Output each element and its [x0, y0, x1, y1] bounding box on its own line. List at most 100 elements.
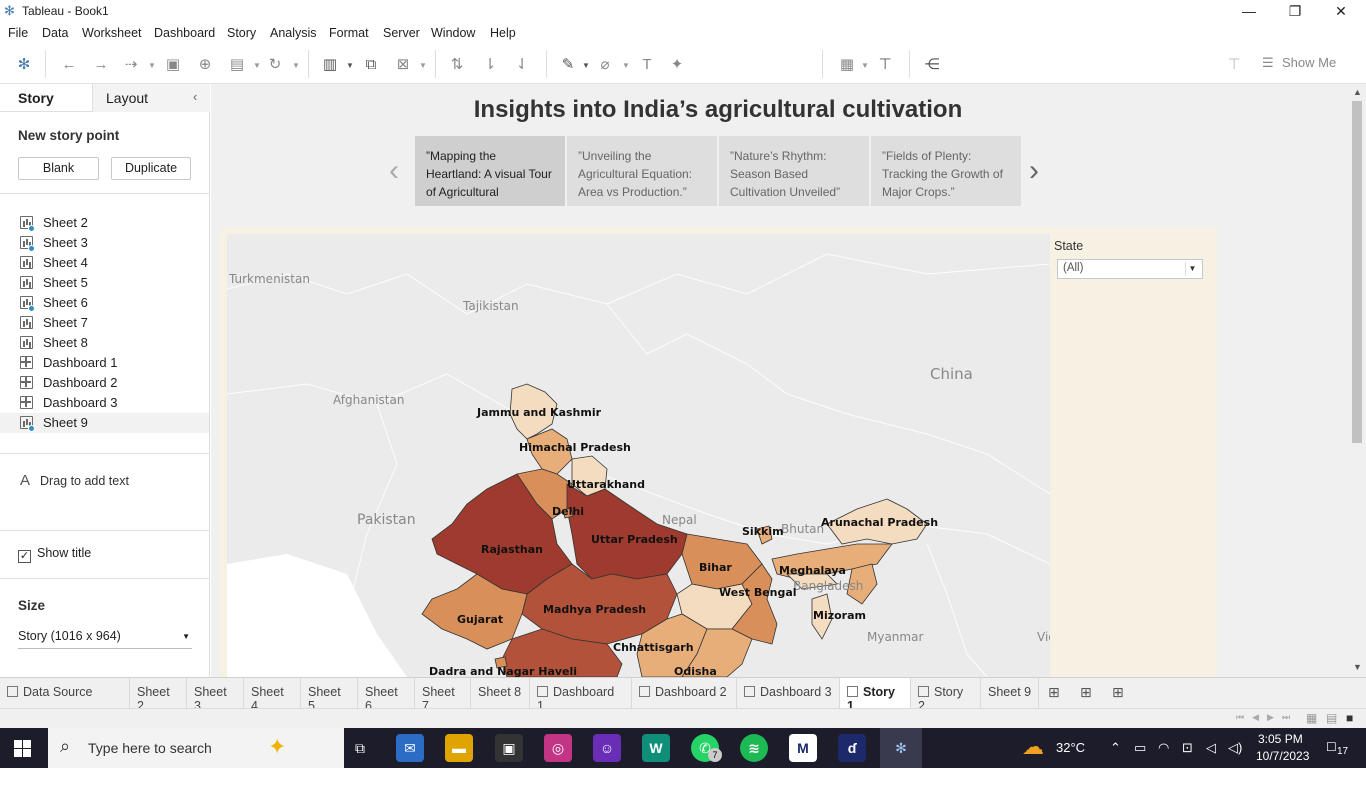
- menu-dashboard[interactable]: Dashboard: [154, 26, 216, 40]
- format-painter-icon[interactable]: ⊤: [1227, 56, 1241, 73]
- clear-sheet-icon[interactable]: ⊠: [396, 56, 410, 73]
- sheet-tab[interactable]: Story 1: [840, 678, 911, 713]
- menu-help[interactable]: Help: [490, 26, 516, 40]
- weather-temp[interactable]: 32°C: [1056, 740, 1086, 755]
- drag-to-add-text[interactable]: A Drag to add text: [20, 472, 129, 489]
- new-worksheet-tab-icon[interactable]: ⊞: [1048, 684, 1060, 700]
- chevron-down-icon[interactable]: ▼: [419, 61, 427, 70]
- sheet-list-item[interactable]: Dashboard 1: [0, 353, 209, 373]
- show-mark-labels-icon[interactable]: T: [642, 55, 652, 73]
- state-arunachal-pradesh[interactable]: [826, 498, 928, 545]
- state-delhi[interactable]: [562, 507, 574, 519]
- chevron-down-icon[interactable]: ▼: [292, 61, 300, 70]
- webtoon-icon[interactable]: W: [642, 734, 670, 762]
- sheet-list-item[interactable]: Sheet 9: [0, 413, 209, 433]
- chevron-down-icon[interactable]: ▼: [253, 61, 261, 70]
- clock-date[interactable]: 10/7/2023: [1256, 749, 1310, 763]
- sheet-list-item[interactable]: Sheet 2: [0, 213, 209, 233]
- blank-button[interactable]: Blank: [18, 157, 99, 180]
- sheet-tab[interactable]: Sheet 6: [358, 678, 415, 713]
- battery-icon[interactable]: ▭: [1134, 740, 1147, 755]
- menu-analysis[interactable]: Analysis: [270, 26, 317, 40]
- sheet-tab[interactable]: Dashboard 1: [530, 678, 632, 713]
- menu-story[interactable]: Story: [227, 26, 257, 40]
- state-manipur-nagaland[interactable]: [846, 563, 878, 605]
- state-himachal-pradesh[interactable]: [526, 428, 573, 475]
- restore-icon[interactable]: ❐: [1288, 3, 1302, 19]
- weather-icon[interactable]: ☁: [1022, 734, 1044, 759]
- mail-icon[interactable]: ✉: [396, 734, 424, 762]
- new-dashboard-tab-icon[interactable]: ⊞: [1080, 684, 1092, 700]
- chevron-down-icon[interactable]: ▼: [148, 61, 156, 70]
- share-icon[interactable]: ⋲: [924, 56, 940, 73]
- scroll-down-icon[interactable]: ▼: [1353, 662, 1362, 672]
- tab-story[interactable]: Story: [18, 90, 54, 106]
- show-tabs-icon[interactable]: ■: [1346, 711, 1354, 725]
- sheet-tab[interactable]: Dashboard 3: [737, 678, 840, 708]
- minimize-icon[interactable]: —: [1242, 3, 1256, 19]
- task-view-icon[interactable]: ⧉: [355, 739, 365, 756]
- show-title-checkbox[interactable]: ✓ Show title: [18, 546, 91, 563]
- scroll-up-icon[interactable]: ▲: [1353, 87, 1362, 97]
- new-story-tab-icon[interactable]: ⊞: [1112, 684, 1124, 700]
- fix-axes-icon[interactable]: ✦: [670, 56, 684, 73]
- chevron-down-icon[interactable]: ▼: [346, 61, 354, 70]
- sheet-list-item[interactable]: Sheet 3: [0, 233, 209, 253]
- mute-icon[interactable]: ◁: [1206, 740, 1216, 755]
- volume-icon[interactable]: ◁): [1228, 740, 1243, 755]
- state-dnh[interactable]: [494, 656, 508, 669]
- sheet-tab[interactable]: Sheet 3: [187, 678, 244, 713]
- app-icon[interactable]: M: [789, 734, 817, 762]
- notification-icon[interactable]: ☐: [1326, 740, 1337, 754]
- sheet-list-item[interactable]: Sheet 6: [0, 293, 209, 313]
- story-point-4[interactable]: ”Fields of Plenty: Tracking the Growth o…: [871, 136, 1021, 206]
- collapse-sidebar-icon[interactable]: ‹: [193, 89, 198, 104]
- sheet-tab[interactable]: Sheet 8: [471, 678, 530, 708]
- chevron-down-icon[interactable]: ▼: [861, 61, 869, 70]
- menu-file[interactable]: File: [8, 26, 29, 40]
- sheet-tab[interactable]: Sheet 9: [981, 678, 1040, 708]
- chevron-down-icon[interactable]: ▼: [622, 61, 630, 70]
- windows-start-icon[interactable]: [14, 740, 31, 757]
- show-filmstrip-icon[interactable]: ▤: [1326, 711, 1338, 725]
- state-west-bengal[interactable]: [731, 563, 778, 645]
- show-me-button[interactable]: ☰ Show Me: [1262, 55, 1336, 71]
- state-gujarat[interactable]: [421, 573, 528, 650]
- size-dropdown[interactable]: Story (1016 x 964) ▼: [18, 629, 192, 649]
- redo-icon[interactable]: →: [93, 55, 109, 73]
- menu-data[interactable]: Data: [42, 26, 69, 40]
- wifi-icon[interactable]: ◠: [1158, 740, 1170, 755]
- tableau-taskbar-icon[interactable]: ✻: [880, 728, 922, 768]
- state-filter-dropdown[interactable]: (All) ▼: [1057, 259, 1203, 279]
- instagram-icon[interactable]: ◎: [544, 734, 572, 762]
- vertical-scrollbar[interactable]: ▲ ▼: [1350, 84, 1366, 677]
- close-icon[interactable]: ✕: [1335, 3, 1347, 19]
- state-meghalaya[interactable]: [786, 573, 838, 590]
- duplicate-button[interactable]: Duplicate: [111, 157, 191, 180]
- sheet-navigation-icons[interactable]: ⏮◀▶⏭: [1236, 712, 1299, 722]
- tableau-home-icon[interactable]: ✻: [17, 56, 31, 73]
- sheet-list-item[interactable]: Sheet 8: [0, 333, 209, 353]
- sheet-tab[interactable]: Sheet 2: [130, 678, 187, 713]
- menu-format[interactable]: Format: [329, 26, 369, 40]
- sort-descending-icon[interactable]: ⇃: [515, 56, 529, 73]
- file-explorer-icon[interactable]: ▬: [445, 734, 473, 762]
- state-jammu-kashmir[interactable]: [509, 383, 558, 440]
- tab-layout[interactable]: Layout: [92, 84, 210, 112]
- sheet-tab[interactable]: Story 2: [911, 678, 981, 713]
- show-sheet-sorter-icon[interactable]: ▦: [1306, 711, 1318, 725]
- show-cards-icon[interactable]: ▦: [839, 56, 855, 73]
- india-map[interactable]: Turkmenistan Tajikistan Afghanistan Paki…: [227, 234, 1050, 677]
- sheet-list-item[interactable]: Dashboard 3: [0, 393, 209, 413]
- sheet-list-item[interactable]: Dashboard 2: [0, 373, 209, 393]
- story-point-1[interactable]: ”Mapping the Heartland: A visual Tour of…: [415, 136, 565, 206]
- previous-point-arrow-icon[interactable]: ‹: [389, 154, 399, 187]
- story-point-3[interactable]: ”Nature’s Rhythm: Season Based Cultivati…: [719, 136, 869, 206]
- chevron-down-icon[interactable]: ▼: [582, 61, 590, 70]
- sheet-tab[interactable]: Data Source: [0, 678, 130, 708]
- pause-updates-icon[interactable]: ▤: [229, 56, 245, 73]
- refresh-icon[interactable]: ↻: [268, 56, 282, 73]
- sort-ascending-icon[interactable]: ⇂: [483, 56, 497, 73]
- state-tripura-mizoram[interactable]: [811, 593, 833, 640]
- scrollbar-thumb[interactable]: [1352, 101, 1362, 443]
